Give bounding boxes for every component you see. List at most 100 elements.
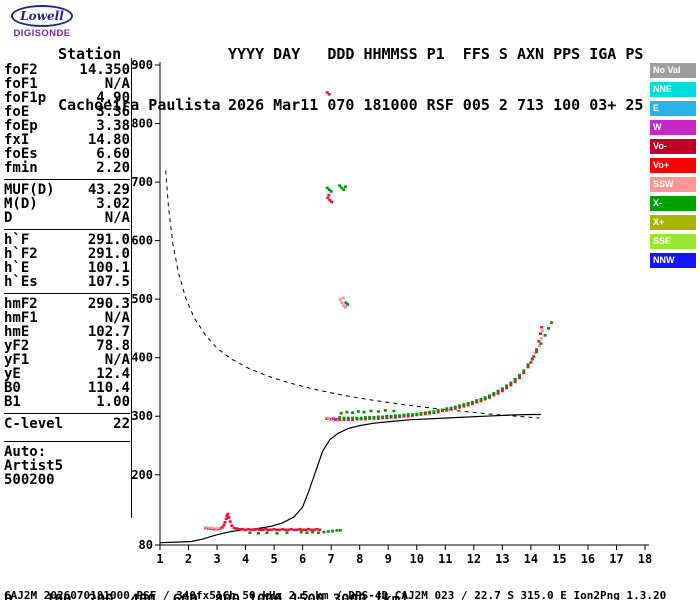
- param-label: B0: [4, 380, 21, 396]
- es-trace-o-mode: [315, 527, 319, 531]
- f-trace-x-mode: [549, 321, 553, 324]
- f-trace-x-mode: [436, 409, 440, 412]
- legend-item-x-: X-: [650, 196, 696, 211]
- es-trace-o-mode: [266, 528, 270, 532]
- f-trace-x-mode: [432, 410, 436, 413]
- f-trace-o-mode: [540, 325, 544, 329]
- f-trace-x-mode: [535, 350, 539, 354]
- f-trace-o-mode: [453, 407, 457, 410]
- f-trace-o-mode: [492, 393, 496, 397]
- legend-item-ssw: SSW: [650, 177, 696, 192]
- f-trace-o-mode: [385, 416, 389, 420]
- x-tick-label: 7: [328, 552, 335, 566]
- x-tick-label: 17: [609, 552, 623, 566]
- x-tick-label: 6: [299, 552, 306, 566]
- f-region-spread-x: [339, 412, 343, 415]
- f-trace-x-mode: [530, 357, 534, 361]
- param-value: 107.5: [87, 274, 130, 290]
- f-trace-x-mode: [445, 407, 449, 410]
- f-trace-x-mode: [423, 411, 427, 414]
- es-trace-o-mode: [226, 512, 230, 516]
- param-clevel: C-level 22: [4, 417, 130, 431]
- f-trace-o-mode: [475, 400, 479, 404]
- es-trace-x-mode: [265, 531, 269, 534]
- es-trace-o-mode: [244, 528, 248, 532]
- logo-wordmark: DIGISONDE: [13, 28, 71, 39]
- f-trace-x-mode: [479, 397, 483, 401]
- es-trace-o-mode: [286, 528, 290, 532]
- param-value: 3.38: [96, 118, 130, 134]
- f-trace-ssw-pink: [540, 329, 544, 333]
- x-tick-label: 2: [185, 552, 192, 566]
- f-trace-x-mode: [449, 406, 453, 410]
- f-trace-o-mode: [406, 414, 410, 418]
- es-trace-o-mode: [269, 528, 273, 532]
- es-trace-x-mode: [305, 531, 309, 534]
- param-value: 110.4: [87, 380, 130, 396]
- es-trace-o-mode: [318, 528, 322, 532]
- param-value: 3.36: [96, 104, 130, 120]
- auto-line: Auto:: [4, 444, 47, 460]
- param-group: C-level 22: [4, 413, 130, 435]
- param-d: D N/A: [4, 211, 130, 225]
- station-label: Station: [58, 45, 122, 63]
- param-label: foEp: [4, 118, 38, 134]
- param-foep: foEp 3.38: [4, 119, 130, 133]
- y-tick-label: 200: [131, 468, 153, 482]
- es-trace-x-mode: [248, 531, 252, 534]
- param-b0: B0 110.4: [4, 381, 130, 395]
- f-trace-x-mode: [509, 381, 513, 385]
- param-hmf1: hmF1 N/A: [4, 311, 130, 325]
- param-hmf2: hmF2 290.3: [4, 297, 130, 311]
- es-trace-x-mode: [299, 530, 303, 534]
- param-value: 290.3: [87, 296, 130, 312]
- param-foe: foE 3.36: [4, 105, 130, 119]
- f-trace-x-mode: [518, 373, 521, 377]
- param-fof2: foF2 14.350: [4, 63, 130, 77]
- x-tick-label: 15: [552, 552, 566, 566]
- es-trace-x-mode: [326, 530, 330, 533]
- multiple-echo-490km-o: [341, 296, 345, 300]
- f-trace-x-mode: [389, 414, 393, 418]
- f-trace-o-mode: [462, 405, 466, 408]
- es-trace-o-mode: [232, 526, 236, 530]
- param-value: 4.90: [96, 90, 130, 106]
- es-trace-ssw-pink: [204, 526, 208, 529]
- es-trace-ssw-pink: [211, 526, 214, 530]
- param-value: N/A: [104, 310, 130, 326]
- y-tick-label: 300: [131, 409, 153, 423]
- param-label: h`E: [4, 260, 30, 276]
- param-value: N/A: [104, 210, 130, 226]
- f-trace-x-mode: [526, 363, 530, 366]
- f-trace-x-mode: [376, 415, 380, 419]
- measurement-header-fields: YYYY DAY DDD HHMMSS P1 FFS S AXN PPS IGA…: [228, 45, 644, 63]
- f-trace-o-mode: [526, 365, 530, 369]
- f-region-spread-x: [351, 411, 355, 414]
- f-trace-o-mode: [488, 396, 491, 399]
- f-trace-x-mode: [547, 327, 551, 330]
- param-fof1: foF1 N/A: [4, 77, 130, 91]
- es-trace-o-mode: [230, 524, 234, 527]
- param-yf1: yF1 N/A: [4, 353, 130, 367]
- param-hme: hmE 102.7: [4, 325, 130, 339]
- es-trace-x-mode: [311, 530, 315, 534]
- f-trace-w-points: [332, 417, 335, 420]
- param-fmin: fmin 2.20: [4, 161, 130, 175]
- f-trace-ssw-pink: [326, 416, 330, 420]
- f-trace-x-mode: [411, 413, 414, 416]
- legend-item-vo+: Vo+: [650, 158, 696, 173]
- es-trace-o-mode: [252, 528, 256, 532]
- multiple-echo-490km-o: [338, 298, 342, 301]
- legend-item-nnw: NNW: [650, 253, 696, 268]
- param-label: yE: [4, 366, 21, 382]
- f-trace-o-mode: [529, 361, 533, 364]
- param-value: 102.7: [87, 324, 130, 340]
- param-label: fmin: [4, 160, 38, 176]
- param-foes: foEs 6.60: [4, 147, 130, 161]
- f-trace-x-mode: [488, 394, 491, 397]
- multiple-echo-670km-o: [326, 196, 330, 200]
- measurement-header: YYYY DAY DDD HHMMSS P1 FFS S AXN PPS IGA…: [228, 12, 643, 148]
- multiple-echo-670km-o: [327, 193, 331, 197]
- param-label: M(D): [4, 196, 38, 212]
- es-trace-o-mode: [301, 528, 305, 532]
